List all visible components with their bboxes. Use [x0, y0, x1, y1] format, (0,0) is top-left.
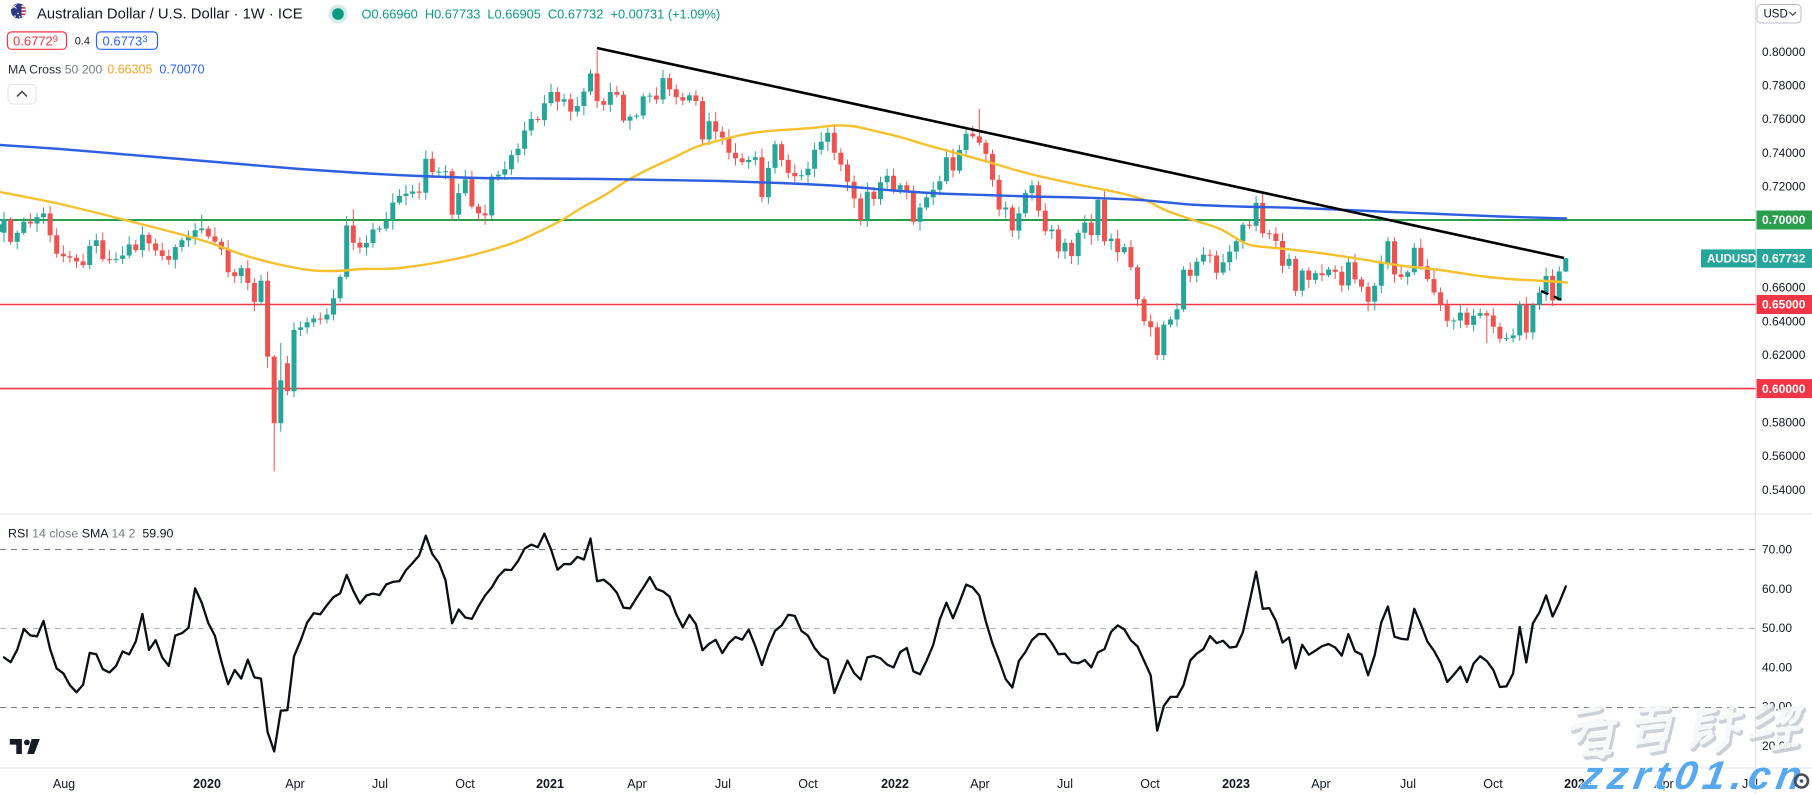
svg-text:Apr: Apr: [285, 777, 304, 791]
svg-text:MA Cross 50 200: MA Cross 50 200: [8, 63, 102, 77]
svg-text:0.65000: 0.65000: [1762, 298, 1806, 312]
svg-text:0.66000: 0.66000: [1762, 281, 1806, 295]
svg-text:Oct: Oct: [1140, 777, 1160, 791]
svg-text:2021: 2021: [536, 777, 564, 791]
svg-text:2024: 2024: [1564, 777, 1592, 791]
svg-text:0.67733: 0.67733: [103, 33, 148, 48]
svg-text:Australian Dollar / U.S. Dolla: Australian Dollar / U.S. Dollar · 1W · I…: [37, 7, 303, 23]
svg-text:60.00: 60.00: [1762, 582, 1792, 596]
svg-text:0.62000: 0.62000: [1762, 348, 1806, 362]
svg-text:0.72000: 0.72000: [1762, 180, 1806, 194]
svg-text:Apr: Apr: [1311, 777, 1330, 791]
svg-text:Jul: Jul: [1400, 777, 1416, 791]
svg-text:2023: 2023: [1222, 777, 1250, 791]
svg-text:0.70070: 0.70070: [159, 63, 204, 77]
svg-text:0.54000: 0.54000: [1762, 483, 1806, 497]
svg-text:0.78000: 0.78000: [1762, 79, 1806, 93]
svg-text:50.00: 50.00: [1762, 621, 1792, 635]
svg-text:70.00: 70.00: [1762, 543, 1792, 557]
svg-text:USD: USD: [1764, 9, 1788, 21]
svg-text:40.00: 40.00: [1762, 661, 1792, 675]
svg-text:0.4: 0.4: [75, 36, 90, 48]
svg-text:O0.66960 H0.67733 L0.66905: O0.66960 H0.67733 L0.66905 C0.67732 +0.0…: [362, 7, 721, 22]
svg-text:RSI 14 close SMA 14 2 59.90: RSI 14 close SMA 14 2 59.90: [8, 527, 173, 541]
svg-text:Apr: Apr: [627, 777, 646, 791]
svg-text:0.67732: 0.67732: [1762, 252, 1806, 266]
svg-text:Jul: Jul: [372, 777, 388, 791]
svg-text:Jul: Jul: [1057, 777, 1073, 791]
svg-text:Aug: Aug: [53, 777, 75, 791]
svg-text:0.64000: 0.64000: [1762, 314, 1806, 328]
svg-text:0.56000: 0.56000: [1762, 449, 1806, 463]
svg-text:Jul: Jul: [715, 777, 731, 791]
svg-text:0.76000: 0.76000: [1762, 112, 1806, 126]
svg-text:0.80000: 0.80000: [1762, 45, 1806, 59]
svg-text:Jul: Jul: [1742, 777, 1758, 791]
svg-text:Oct: Oct: [1483, 777, 1503, 791]
svg-text:Apr: Apr: [1654, 777, 1673, 791]
svg-text:0.66305: 0.66305: [107, 63, 152, 77]
svg-text:AUDUSD: AUDUSD: [1707, 253, 1756, 265]
svg-text:Apr: Apr: [970, 777, 989, 791]
svg-text:0.74000: 0.74000: [1762, 146, 1806, 160]
svg-text:Oct: Oct: [455, 777, 475, 791]
svg-text:0.60000: 0.60000: [1762, 382, 1806, 396]
svg-text:zzrt01.cn: zzrt01.cn: [1577, 753, 1811, 794]
svg-text:2022: 2022: [881, 777, 909, 791]
svg-text:Oct: Oct: [798, 777, 818, 791]
svg-text:0.67729: 0.67729: [13, 33, 58, 48]
svg-text:0.58000: 0.58000: [1762, 416, 1806, 430]
svg-text:2020: 2020: [193, 777, 221, 791]
svg-text:0.70000: 0.70000: [1762, 213, 1806, 227]
